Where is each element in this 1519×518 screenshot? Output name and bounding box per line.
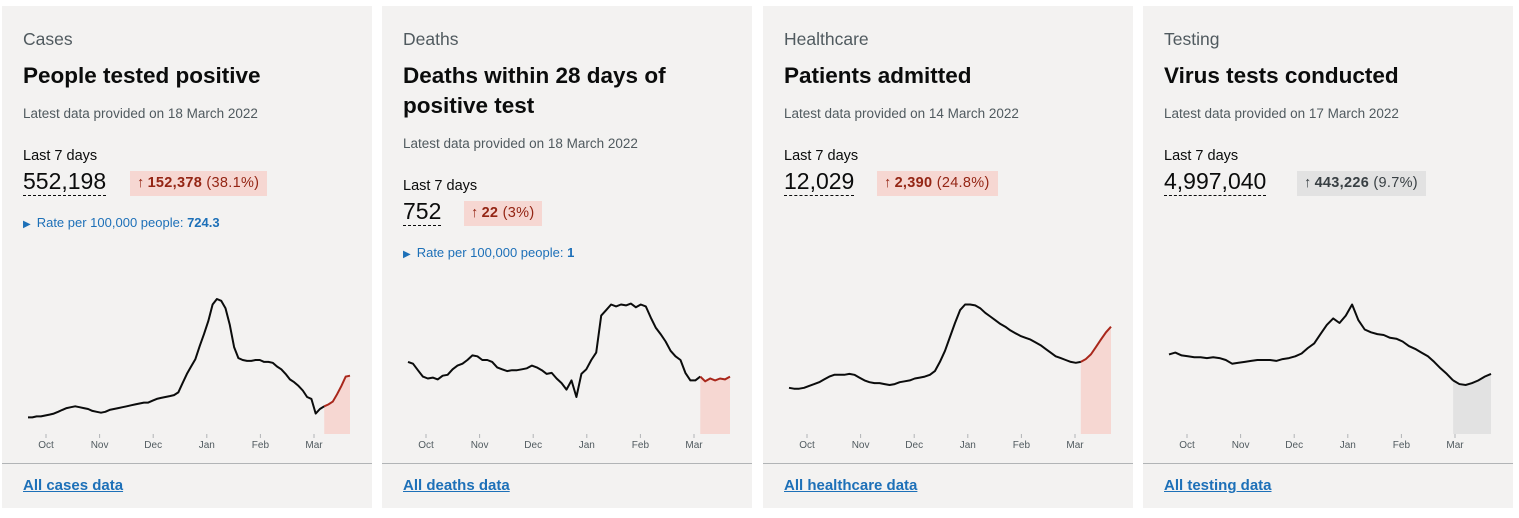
last-7-days-highlight: [1080, 326, 1111, 434]
series-line: [28, 298, 325, 419]
x-tick-label: Mar: [1446, 440, 1464, 451]
rate-toggle[interactable]: ▶ Rate per 100,000 people: 724.3: [23, 215, 220, 230]
series-line: [407, 302, 701, 398]
x-tick-label: Nov: [1232, 440, 1250, 451]
deaths-chart: Oct Nov Dec Jan Feb Mar: [407, 302, 731, 451]
metric-label: Last 7 days: [403, 178, 478, 194]
arrow-up-icon: ↑: [1304, 175, 1312, 191]
x-tick-label: Jan: [199, 440, 215, 451]
testing-chart: Oct Nov Dec Jan Feb Mar: [1168, 303, 1492, 451]
x-tick-label: Jan: [960, 440, 976, 451]
x-tick-label: Nov: [852, 440, 870, 451]
series-line: [788, 303, 1081, 390]
metric-value[interactable]: 12,029: [784, 168, 855, 196]
x-tick-label: Dec: [144, 440, 162, 451]
rate-toggle[interactable]: ▶ Rate per 100,000 people: 1: [403, 245, 574, 260]
footer-divider: [2, 463, 372, 464]
latest-date: Latest data provided on 18 March 2022: [403, 136, 638, 151]
x-tick-label: Nov: [471, 440, 489, 451]
x-tick-label: Dec: [524, 440, 542, 451]
x-tick-label: Feb: [252, 440, 270, 451]
card-caption: Healthcare: [784, 29, 869, 49]
card-deaths: Deaths Deaths within 28 days of positive…: [382, 6, 752, 508]
series-line: [1168, 303, 1454, 382]
last-7-days-highlight: [324, 375, 350, 434]
series-line-last-7-days: [323, 374, 351, 408]
x-tick-label: Dec: [1285, 440, 1303, 451]
card-cases: Cases People tested positive Latest data…: [2, 6, 372, 508]
change-badge: ↑ 2,390 (24.8%): [877, 171, 998, 196]
change-percent: (38.1%): [206, 175, 260, 191]
cases-chart: Oct Nov Dec Jan Feb Mar: [28, 298, 351, 451]
x-tick-label: Oct: [1179, 440, 1195, 451]
change-badge: ↑ 22 (3%): [464, 201, 543, 226]
x-tick-label: Jan: [579, 440, 595, 451]
card-caption: Cases: [23, 29, 73, 49]
x-tick-label: Feb: [1393, 440, 1411, 451]
card-headline: Patients admitted: [784, 63, 972, 88]
x-tick-label: Dec: [905, 440, 923, 451]
metric-value[interactable]: 4,997,040: [1164, 168, 1267, 196]
metric-value[interactable]: 552,198: [23, 168, 107, 196]
x-tick-label: Mar: [1066, 440, 1084, 451]
metric-value[interactable]: 752: [403, 198, 442, 226]
change-value: 443,226: [1314, 175, 1370, 191]
card-caption: Deaths: [403, 29, 459, 49]
series-line-last-7-days: [1080, 326, 1112, 363]
last-7-days-highlight: [700, 376, 730, 434]
rate-value: 1: [567, 245, 575, 260]
metric-label: Last 7 days: [1164, 148, 1239, 164]
rate-label: Rate per 100,000 people:: [416, 245, 564, 260]
x-tick-label: Mar: [305, 440, 323, 451]
triangle-right-icon: ▶: [23, 219, 31, 230]
card-headline: People tested positive: [23, 63, 261, 88]
card-headline: Deaths within 28 days of positive test: [403, 63, 666, 118]
latest-date: Latest data provided on 18 March 2022: [23, 106, 258, 121]
last-7-days-highlight: [1453, 373, 1491, 434]
x-tick-label: Feb: [1013, 440, 1031, 451]
metric-label: Last 7 days: [23, 148, 98, 164]
change-percent: (24.8%): [936, 175, 990, 191]
x-tick-label: Mar: [685, 440, 703, 451]
all-testing-data-link[interactable]: All testing data: [1164, 477, 1272, 494]
x-tick-label: Oct: [799, 440, 815, 451]
x-tick-label: Feb: [632, 440, 650, 451]
x-tick-label: Oct: [418, 440, 434, 451]
change-badge: ↑ 443,226 (9.7%): [1297, 171, 1426, 196]
card-caption: Testing: [1164, 29, 1220, 49]
metric-label: Last 7 days: [784, 148, 859, 164]
x-tick-label: Jan: [1340, 440, 1356, 451]
all-deaths-data-link[interactable]: All deaths data: [403, 477, 510, 494]
x-tick-label: Oct: [38, 440, 54, 451]
footer-divider: [382, 463, 752, 464]
latest-date: Latest data provided on 17 March 2022: [1164, 106, 1399, 121]
healthcare-chart: Oct Nov Dec Jan Feb Mar: [788, 303, 1112, 451]
change-value: 152,378: [147, 175, 203, 191]
series-line-last-7-days: [1452, 372, 1492, 387]
change-value: 22: [481, 205, 499, 221]
latest-date: Latest data provided on 14 March 2022: [784, 106, 1019, 121]
card-headline: Virus tests conducted: [1164, 63, 1399, 88]
footer-divider: [763, 463, 1133, 464]
change-percent: (9.7%): [1373, 175, 1418, 191]
triangle-right-icon: ▶: [403, 249, 411, 260]
arrow-up-icon: ↑: [137, 175, 145, 191]
rate-label: Rate per 100,000 people:: [36, 215, 184, 230]
x-tick-label: Nov: [91, 440, 109, 451]
arrow-up-icon: ↑: [471, 205, 479, 221]
card-healthcare: Healthcare Patients admitted Latest data…: [763, 6, 1133, 508]
change-value: 2,390: [894, 175, 933, 191]
all-healthcare-data-link[interactable]: All healthcare data: [784, 477, 918, 494]
change-badge: ↑ 152,378 (38.1%): [130, 171, 268, 196]
change-percent: (3%): [502, 205, 535, 221]
all-cases-data-link[interactable]: All cases data: [23, 477, 124, 494]
rate-value: 724.3: [187, 215, 220, 230]
series-line-last-7-days: [699, 375, 731, 383]
footer-divider: [1143, 463, 1513, 464]
arrow-up-icon: ↑: [884, 175, 892, 191]
card-testing: Testing Virus tests conducted Latest dat…: [1143, 6, 1513, 508]
